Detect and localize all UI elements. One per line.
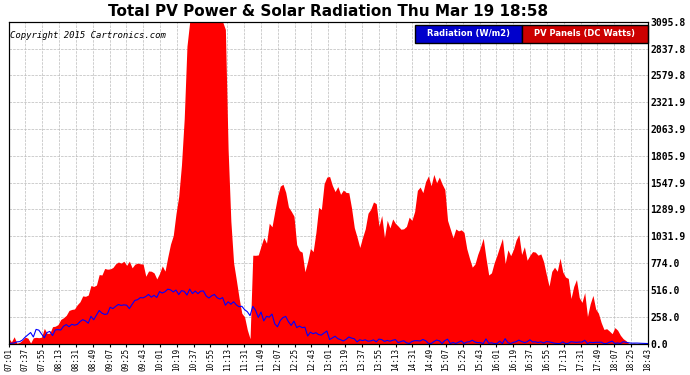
FancyBboxPatch shape — [522, 25, 648, 43]
Title: Total PV Power & Solar Radiation Thu Mar 19 18:58: Total PV Power & Solar Radiation Thu Mar… — [108, 4, 549, 19]
Text: Radiation (W/m2): Radiation (W/m2) — [426, 29, 510, 38]
FancyBboxPatch shape — [415, 25, 522, 43]
Text: PV Panels (DC Watts): PV Panels (DC Watts) — [534, 29, 635, 38]
Text: Copyright 2015 Cartronics.com: Copyright 2015 Cartronics.com — [10, 32, 166, 40]
